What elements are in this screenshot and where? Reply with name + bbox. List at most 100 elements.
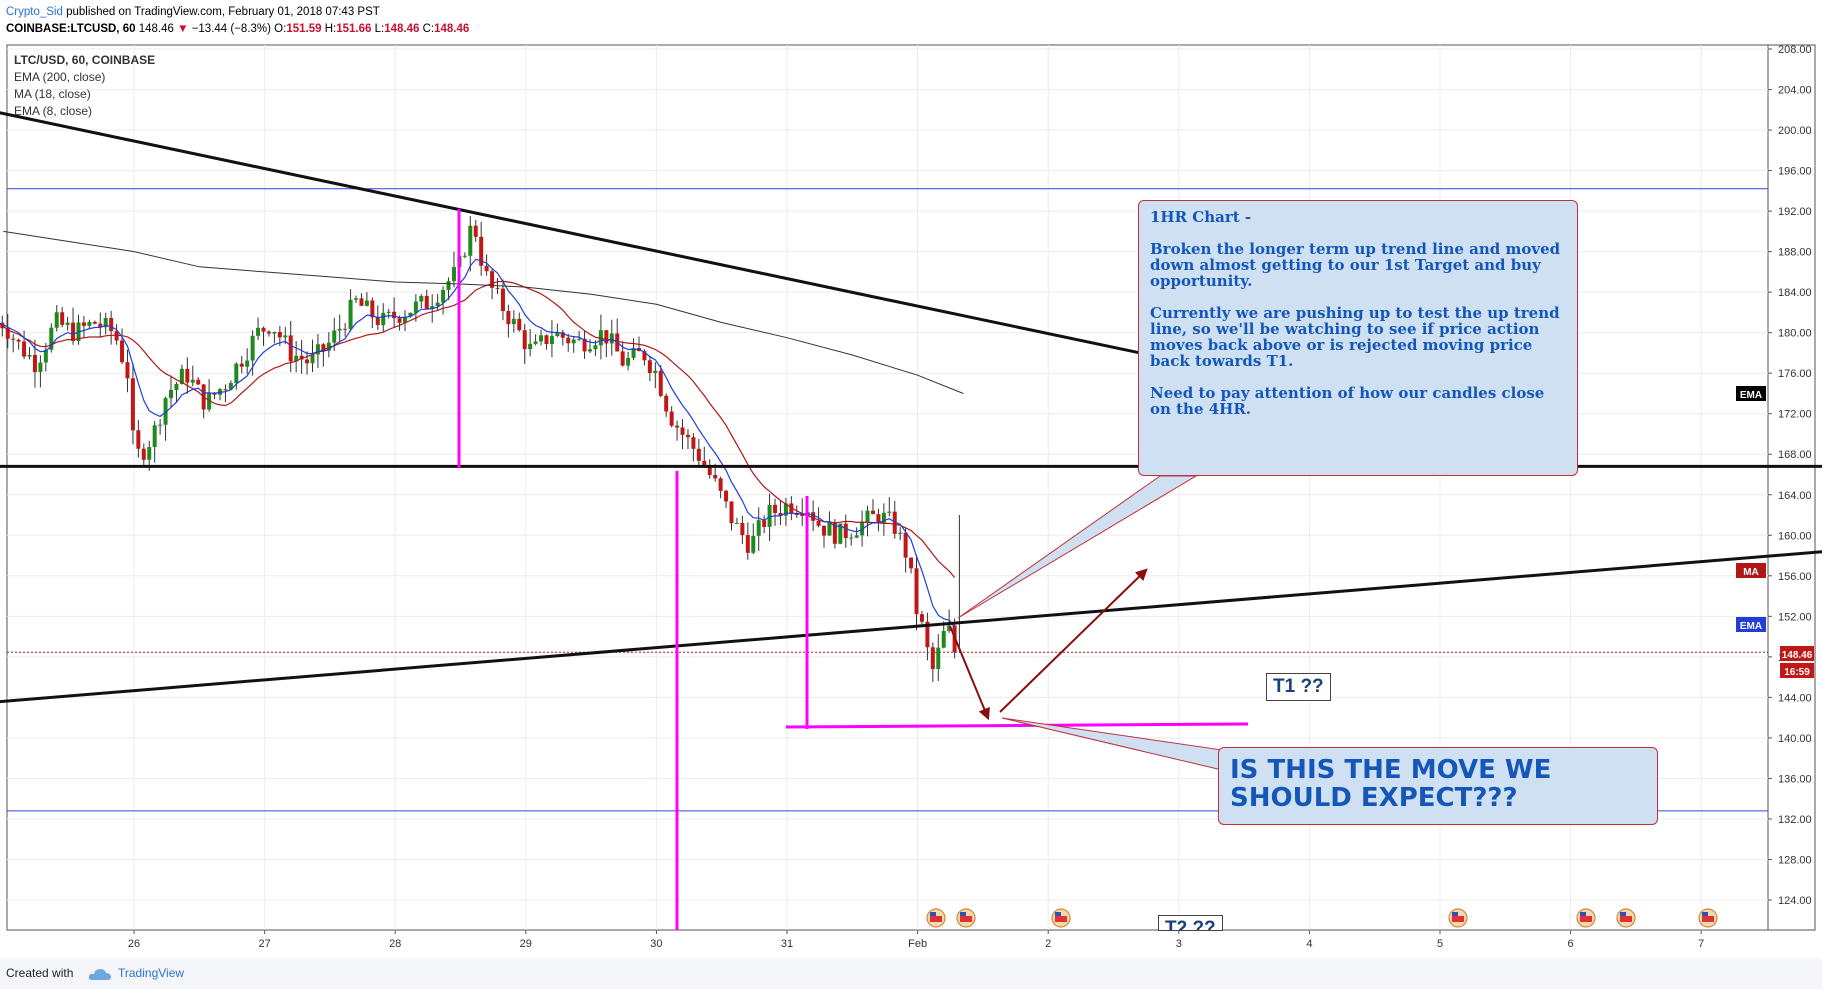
magenta-horizontal[interactable] xyxy=(785,722,1249,729)
candle-body xyxy=(38,362,43,372)
candle-body xyxy=(451,267,456,282)
candle-body xyxy=(762,520,767,527)
flag-icon-stripe[interactable] xyxy=(960,916,972,922)
candle-body xyxy=(517,318,522,331)
candle-body xyxy=(310,354,315,364)
candle-body xyxy=(402,316,407,323)
candle-body xyxy=(898,532,903,534)
note-paragraph-3: Need to pay attention of how our candles… xyxy=(1150,384,1545,418)
candle-body xyxy=(549,336,554,345)
x-tick-label: 3 xyxy=(1176,938,1182,950)
candle-body xyxy=(789,503,794,514)
candle-body xyxy=(773,504,778,513)
candle-body xyxy=(691,437,696,449)
candle-body xyxy=(832,522,837,544)
x-tick-label: 28 xyxy=(389,938,401,950)
candle-body xyxy=(5,328,10,339)
candle-body xyxy=(163,398,168,425)
candle-body xyxy=(490,271,495,288)
candle-body xyxy=(462,255,467,257)
candle-body xyxy=(43,349,48,363)
candle-body xyxy=(653,370,658,373)
candle-body xyxy=(745,535,750,553)
y-tick-label: 144.00 xyxy=(1778,692,1812,704)
candle-body xyxy=(702,460,707,467)
flag-icon-canton[interactable] xyxy=(1702,912,1708,916)
candle-body xyxy=(838,523,843,544)
candle-body xyxy=(582,338,587,352)
indicators xyxy=(0,230,964,628)
candle-body xyxy=(397,318,402,323)
candles xyxy=(0,216,960,683)
author-link[interactable]: Crypto_Sid xyxy=(6,6,63,18)
note-paragraph-1: Broken the longer term up trend line and… xyxy=(1150,240,1561,290)
candle-body xyxy=(32,354,37,372)
tradingview-brand-link[interactable]: TradingView xyxy=(118,966,185,980)
open-value: 151.59 xyxy=(286,23,322,35)
candle-body xyxy=(822,525,827,536)
published-text: published on TradingView.com, February 0… xyxy=(66,6,380,18)
candle-body xyxy=(903,532,908,558)
candle-body xyxy=(185,368,190,383)
candle-body xyxy=(299,355,304,360)
trend-line[interactable] xyxy=(0,111,1160,359)
flag-icon-canton[interactable] xyxy=(1452,912,1458,916)
candle-body xyxy=(887,511,892,513)
candle-body xyxy=(713,474,718,479)
candle-body xyxy=(109,318,114,332)
price-chart[interactable]: 124.00 128.00 132.00 136.00 140.00 144.00 148.… xyxy=(0,0,1822,958)
candle-body xyxy=(925,621,930,648)
arrow-down[interactable] xyxy=(949,625,990,721)
economic-events[interactable] xyxy=(926,908,1718,928)
flag-icon-canton[interactable] xyxy=(960,912,966,916)
candle-body xyxy=(392,311,397,319)
candle-body xyxy=(588,349,593,352)
flag-icon-stripe[interactable] xyxy=(1452,916,1464,922)
created-with-text: Created with xyxy=(6,966,74,980)
last-price: 148.46 xyxy=(138,23,174,35)
footer: Created with TradingView xyxy=(0,958,1822,989)
candle-body xyxy=(909,557,914,569)
candle-body xyxy=(522,330,527,350)
candle-body xyxy=(849,537,854,539)
candle-body xyxy=(321,344,326,351)
flag-icon-canton[interactable] xyxy=(1620,912,1626,916)
trend-line[interactable] xyxy=(0,543,1822,704)
annotations[interactable] xyxy=(457,209,1249,930)
flag-icon-canton[interactable] xyxy=(1580,912,1586,916)
candle-body xyxy=(827,522,832,536)
time-axis[interactable]: 26 27 28 29 30 31 Feb 2 3 4 5 6 7 xyxy=(128,930,1704,950)
candle-body xyxy=(936,647,941,669)
high-value: 151.66 xyxy=(336,23,372,35)
x-tick-label: 7 xyxy=(1698,938,1704,950)
ema200-badge xyxy=(1736,386,1766,401)
flag-icon-stripe[interactable] xyxy=(1620,916,1632,922)
flag-icon-canton[interactable] xyxy=(930,912,936,916)
candle-body xyxy=(919,614,924,622)
candle-body xyxy=(533,341,538,344)
candle-body xyxy=(816,520,821,526)
candle-body xyxy=(354,298,359,300)
candle-body xyxy=(566,337,571,344)
target-1-label[interactable]: T1 ?? xyxy=(1266,673,1331,701)
flag-icon-stripe[interactable] xyxy=(930,916,942,922)
countdown-badge-text: 16:59 xyxy=(1784,667,1810,678)
flag-icon-stripe[interactable] xyxy=(1580,916,1592,922)
analysis-note[interactable]: 1HR Chart - Broken the longer term up tr… xyxy=(1138,200,1578,476)
flag-icon-stripe[interactable] xyxy=(1055,916,1067,922)
flag-icon-stripe[interactable] xyxy=(1702,916,1714,922)
arrow-up[interactable] xyxy=(999,568,1148,713)
note-pointer[interactable] xyxy=(957,475,1198,619)
candle-body xyxy=(441,289,446,303)
candle-body xyxy=(364,300,369,306)
flag-icon-canton[interactable] xyxy=(1055,912,1061,916)
candle-body xyxy=(245,360,250,367)
price-axis[interactable]: 124.00 128.00 132.00 136.00 140.00 144.00 148.… xyxy=(1736,44,1814,907)
candle-body xyxy=(234,363,239,383)
ema200-line xyxy=(3,230,964,394)
target-2-label[interactable]: T2 ?? xyxy=(1158,915,1223,931)
candle-body xyxy=(669,411,674,426)
candle-body xyxy=(343,328,348,330)
candle-body xyxy=(539,335,544,342)
question-callout[interactable]: IS THIS THE MOVE WE SHOULD EXPECT??? xyxy=(1218,747,1658,825)
